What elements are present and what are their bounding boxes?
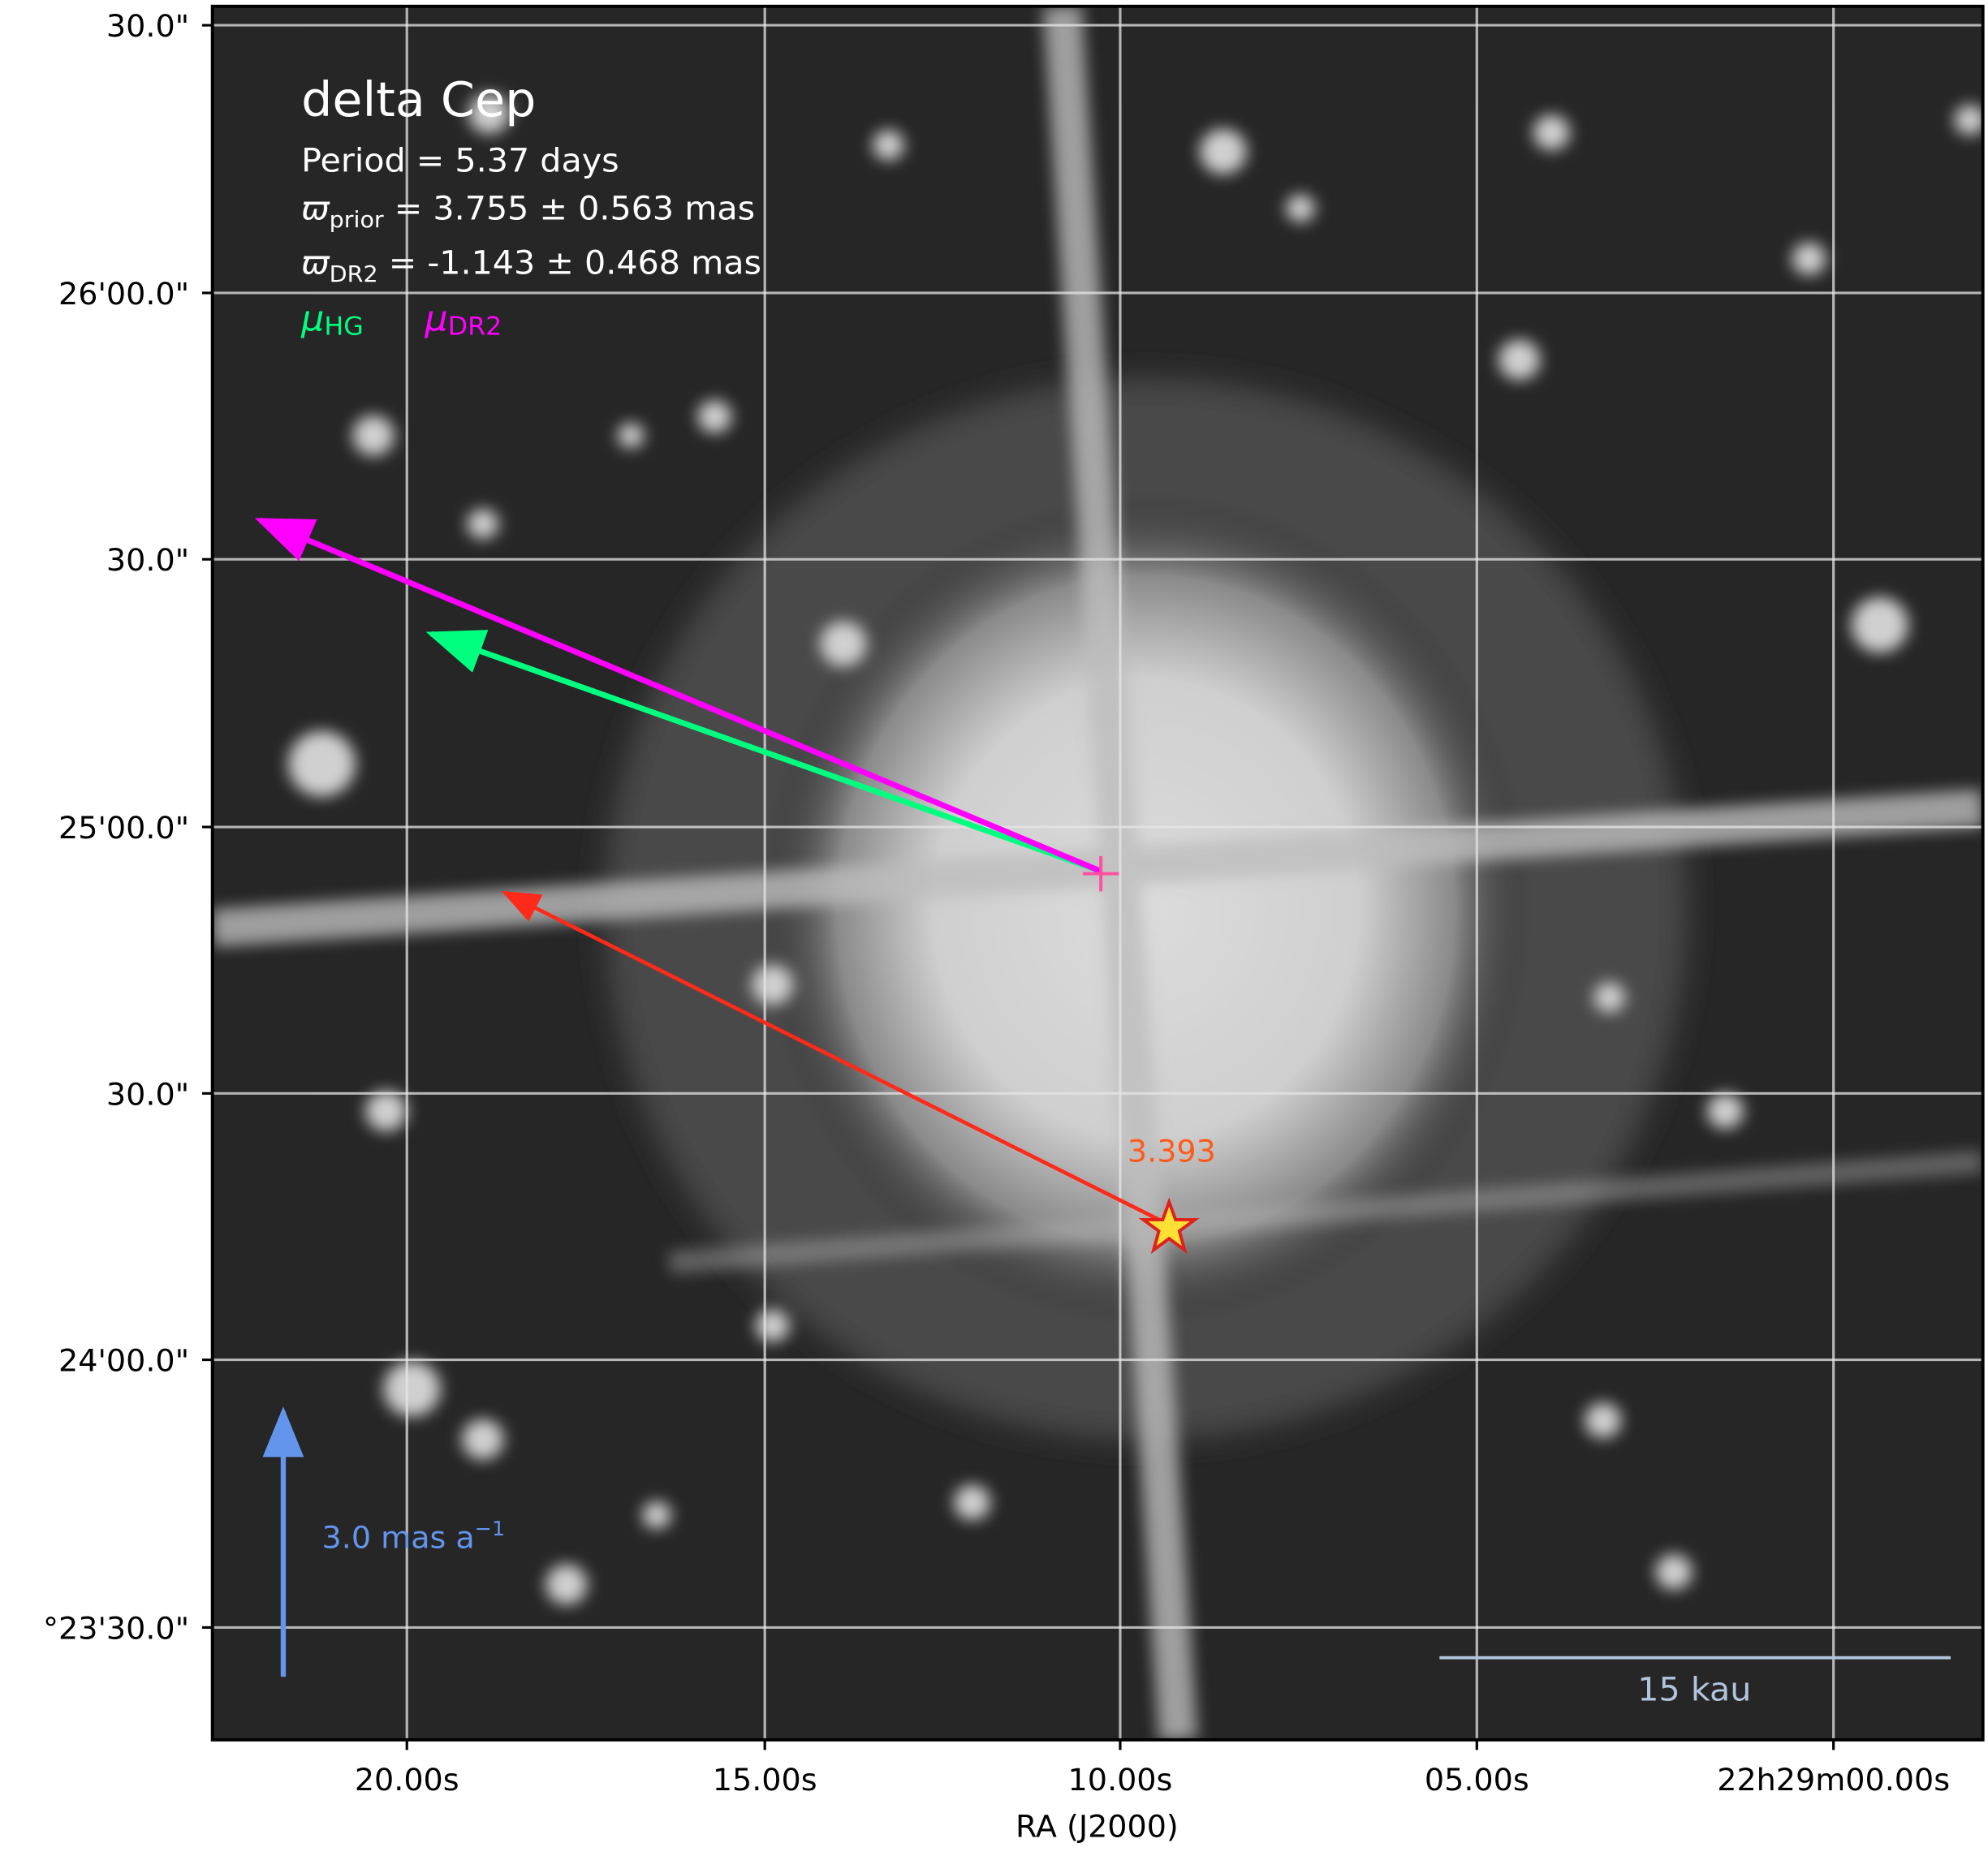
subscript: DR2 — [330, 261, 378, 287]
symbol: μ — [300, 299, 324, 340]
period: Period = 5.37 days — [301, 141, 619, 180]
scale-bar-label: 15 kau — [1637, 1670, 1751, 1709]
y-tick-label: 26'00.0" — [58, 276, 189, 312]
symbol: μ — [424, 299, 447, 340]
y-tick-label: 30.0" — [106, 8, 189, 44]
y-tick-label: 24'00.0" — [58, 1343, 189, 1379]
value: = -1.143 ± 0.468 mas — [378, 243, 761, 282]
x-tick-label: 05.00s — [1425, 1762, 1529, 1798]
y-tick-label: 25'00.0" — [58, 810, 189, 846]
x-tick-label: 10.00s — [1068, 1762, 1173, 1798]
y-tick-label: 30.0" — [106, 543, 189, 579]
symbol: ϖ — [301, 189, 330, 228]
x-tick-label: 20.00s — [355, 1762, 459, 1798]
value: = 3.755 ± 0.563 mas — [384, 189, 755, 228]
subscript: prior — [330, 206, 384, 233]
title: delta Cep — [301, 73, 536, 128]
page: 3.393 3.0 mas a−1 15 kau delta Cep Perio… — [0, 0, 1988, 1856]
figure: 3.393 3.0 mas a−1 15 kau delta Cep Perio… — [0, 0, 1988, 1856]
x-tick-label: 22h29m00.00s — [1717, 1762, 1950, 1798]
sky-image: 3.393 3.0 mas a−1 15 kau delta Cep Perio… — [213, 6, 1986, 1740]
y-tick-label: 30.0" — [106, 1077, 189, 1113]
y-tick-label: °23'30.0" — [43, 1611, 189, 1647]
pm-scale-text: 3.0 mas a — [322, 1520, 475, 1556]
subscript: DR2 — [448, 312, 502, 342]
marker-label: 3.393 — [1128, 1134, 1216, 1169]
x-tick-label: 15.00s — [713, 1762, 817, 1798]
x-axis-label: RA (J2000) — [1016, 1809, 1179, 1845]
subscript: HG — [324, 312, 363, 342]
pm-scale-sup: −1 — [475, 1517, 505, 1540]
symbol: ϖ — [301, 243, 330, 282]
